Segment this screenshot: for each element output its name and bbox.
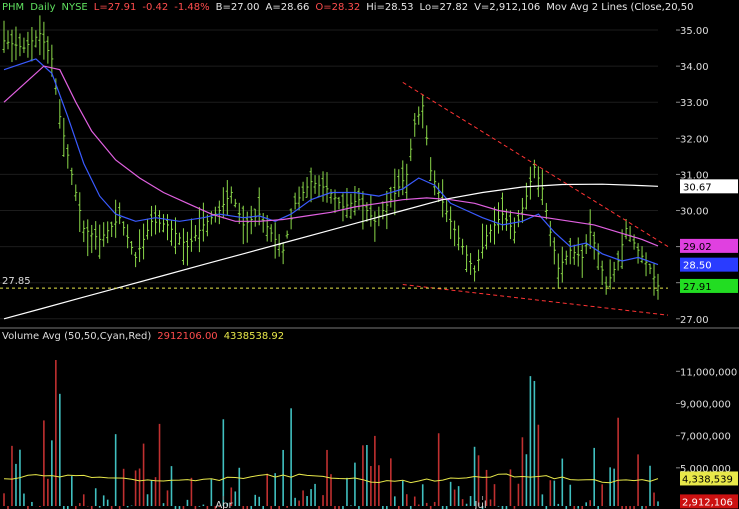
price-axis-label: 30.00 bbox=[680, 207, 709, 218]
volume-header: Volume Avg (50,50,Cyan,Red) 2912106.00 433… bbox=[2, 331, 290, 342]
sma50-line bbox=[3, 65, 659, 247]
change: -0.42 bbox=[142, 2, 169, 13]
sma200-tag-bg bbox=[680, 179, 738, 194]
sma20-tag: 28.50 bbox=[683, 261, 712, 272]
price-axis-label: 27.00 bbox=[680, 315, 709, 326]
moving-average-lines bbox=[3, 58, 659, 320]
volume-study-label[interactable]: Volume Avg (50,50,Cyan,Red) bbox=[2, 331, 152, 342]
volume-current-tag: 2,912,106 bbox=[682, 497, 733, 508]
volume-average-tag-bg bbox=[680, 471, 738, 486]
low: Lo=27.82 bbox=[419, 2, 469, 13]
sma50-tag: 29.02 bbox=[683, 242, 712, 253]
bid: B=27.00 bbox=[215, 2, 260, 13]
last-price-tag-bg bbox=[680, 278, 738, 293]
volume-average-line bbox=[3, 473, 659, 484]
volume-axis-label: 5,000,000 bbox=[680, 464, 731, 475]
symbol[interactable]: PHM bbox=[2, 2, 25, 13]
sma20-line bbox=[3, 58, 659, 266]
last-price-tag: 27.91 bbox=[683, 282, 712, 293]
time-axis-label: Apr bbox=[215, 500, 233, 509]
volume-average-tag: 4,338,539 bbox=[682, 474, 733, 485]
interval[interactable]: Daily bbox=[30, 2, 56, 13]
chart-header: PHM Daily NYSE L=27.91 -0.42 -1.48% B=27.00 A=2… bbox=[2, 2, 699, 13]
sma200-tag: 30.67 bbox=[683, 182, 712, 193]
price-grid bbox=[0, 29, 658, 320]
volume-current-tag-bg bbox=[680, 494, 738, 509]
volume-average: 4338538.92 bbox=[223, 331, 285, 342]
price-axis-label: 32.00 bbox=[680, 134, 709, 145]
exchange: NYSE bbox=[61, 2, 88, 13]
sma50-tag-bg bbox=[680, 238, 738, 253]
price-axis-label: 31.00 bbox=[680, 170, 709, 181]
time-axis: Apr Jul bbox=[215, 496, 487, 509]
ask: A=28.66 bbox=[265, 2, 310, 13]
high: Hi=28.53 bbox=[366, 2, 414, 13]
open: O=28.32 bbox=[315, 2, 361, 13]
lower-trend-line bbox=[402, 283, 669, 316]
volume-axis-label: 7,000,000 bbox=[680, 432, 731, 443]
price-tags: 30.67 29.02 28.50 27.91 4,338,539 2,912,106 bbox=[680, 179, 738, 509]
trendlines: 27.85 bbox=[0, 81, 669, 316]
sma200-line bbox=[3, 183, 659, 320]
change-pct: -1.48% bbox=[174, 2, 210, 13]
price-axis-label: 34.00 bbox=[680, 62, 709, 73]
sma20-tag-bg bbox=[680, 257, 738, 272]
price-bars bbox=[2, 15, 660, 300]
time-axis-label: Jul bbox=[474, 500, 487, 509]
study-label[interactable]: Mov Avg 2 Lines (Close,20,50 bbox=[546, 2, 694, 13]
volume-axis: 5,000,000 7,000,000 9,000,000 11,000,000 bbox=[676, 367, 737, 475]
last-price: L=27.91 bbox=[93, 2, 137, 13]
price-axis-label: 35.00 bbox=[680, 26, 709, 37]
volume: V=2,912,106 bbox=[474, 2, 541, 13]
volume-axis-label: 11,000,000 bbox=[680, 367, 737, 378]
volume-current: 2912106.00 bbox=[157, 331, 218, 342]
volume-bars bbox=[3, 360, 659, 509]
price-axis-label: 33.00 bbox=[680, 98, 709, 109]
volume-axis-label: 9,000,000 bbox=[680, 399, 731, 410]
downtrend-line bbox=[402, 81, 669, 248]
support-label: 27.85 bbox=[2, 276, 31, 287]
